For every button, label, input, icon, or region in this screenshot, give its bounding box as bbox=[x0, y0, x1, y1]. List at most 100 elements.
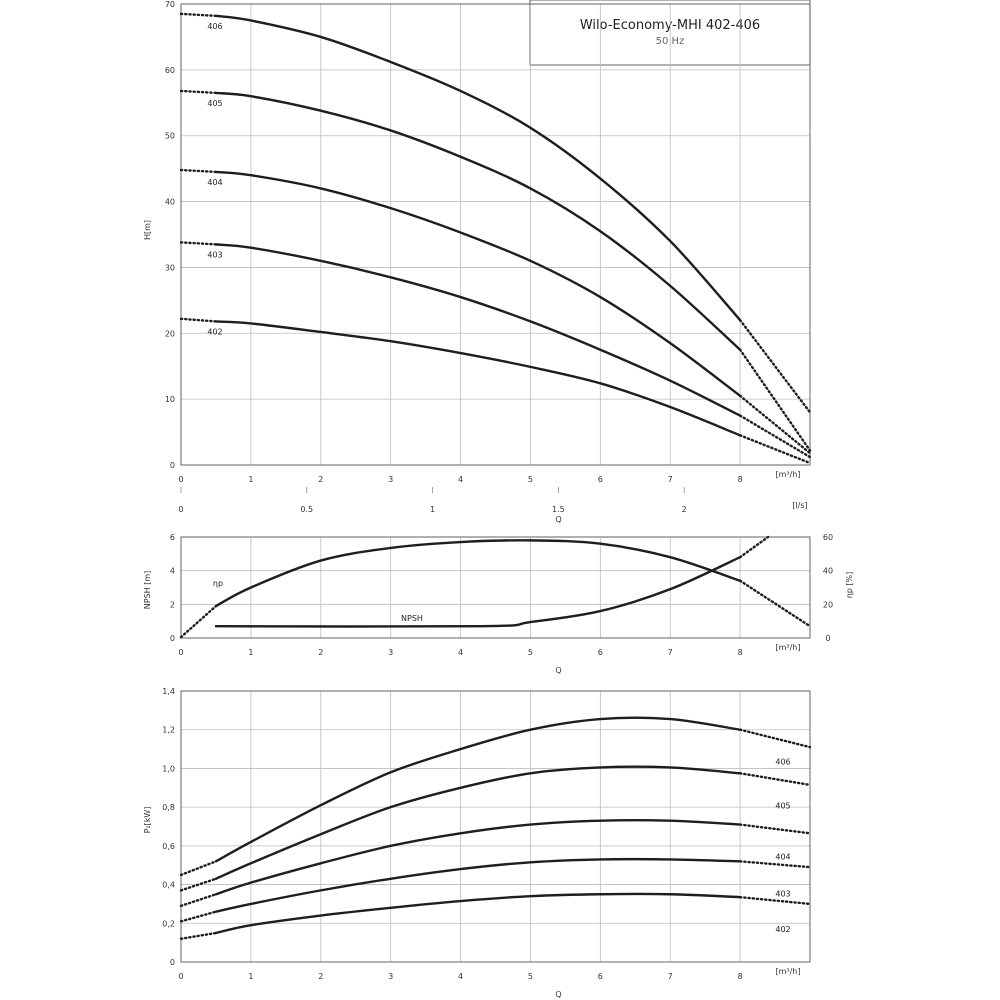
y-tick-label: 10 bbox=[165, 395, 175, 404]
head-chart: 0 1 2 3 4 5 6 7 8 0 10 20 30 40 50 60 70 [m³/h] H[m] Q 0 0.5 1… bbox=[143, 0, 812, 524]
x2-tick-label: 0.5 bbox=[300, 505, 313, 514]
head-series-end-extension-0 bbox=[738, 318, 812, 414]
x-tick-label: 2 bbox=[318, 972, 323, 981]
x-tick-label: 8 bbox=[738, 648, 743, 657]
x-tick-label: 4 bbox=[458, 972, 463, 981]
x-tick-label: 6 bbox=[598, 475, 603, 484]
power-series-label: 403 bbox=[775, 889, 790, 898]
power-series-end-extension-0 bbox=[738, 728, 812, 749]
x2-tick-label: 1.5 bbox=[552, 505, 565, 514]
power-series-label: 402 bbox=[775, 925, 790, 934]
head-series-start-extension-0 bbox=[179, 12, 218, 18]
power-series-label: 405 bbox=[775, 801, 790, 810]
efficiency-line-1 bbox=[214, 539, 742, 608]
head-series-line-4 bbox=[214, 320, 742, 437]
y2-tick-label: 20 bbox=[823, 600, 833, 609]
head-series-end-extension-1 bbox=[738, 348, 812, 452]
y-tick-label: 60 bbox=[165, 66, 175, 75]
head-series-start-extension-3 bbox=[179, 241, 218, 246]
x-axis-label: Q bbox=[555, 515, 561, 524]
power-series-label: 406 bbox=[775, 758, 790, 767]
y-tick-label: 40 bbox=[165, 198, 175, 207]
npsh-line-0 bbox=[214, 556, 742, 628]
head-series-label: 403 bbox=[207, 250, 222, 259]
npsh-series-label: NPSH bbox=[401, 614, 423, 623]
x-tick-label: 6 bbox=[598, 648, 603, 657]
y-tick-label: 4 bbox=[170, 567, 175, 576]
npsh-end-extension-0 bbox=[738, 535, 770, 559]
head-series-label: 406 bbox=[207, 22, 222, 31]
y-tick-label: 0,8 bbox=[162, 803, 175, 812]
power-series-end-extension-4 bbox=[738, 895, 812, 906]
efficiency-end-extension-1 bbox=[738, 579, 812, 628]
x2-tick-label: 0 bbox=[178, 505, 183, 514]
y2-tick-label: 60 bbox=[823, 533, 833, 542]
y2-axis-label: ηp [%] bbox=[845, 572, 854, 599]
power-series-end-extension-3 bbox=[738, 860, 812, 869]
efficiency-start-extension-1 bbox=[179, 604, 218, 639]
head-series-line-1 bbox=[214, 91, 742, 351]
x2-unit-label: [l/s] bbox=[792, 501, 807, 510]
x-tick-label: 3 bbox=[388, 648, 393, 657]
power-series-line-0 bbox=[214, 716, 742, 863]
y-axis-label: H[m] bbox=[143, 220, 152, 240]
plot-frame bbox=[180, 690, 811, 963]
head-series-label: 404 bbox=[207, 178, 222, 187]
x-tick-label: 5 bbox=[528, 972, 533, 981]
x-tick-label: 6 bbox=[598, 972, 603, 981]
x-tick-label: 7 bbox=[668, 972, 673, 981]
y-tick-label: 2 bbox=[170, 600, 175, 609]
head-series-start-extension-4 bbox=[179, 317, 218, 323]
plot-frame bbox=[180, 536, 811, 639]
y-tick-label: 30 bbox=[165, 263, 175, 272]
y-axis-label: NPSH [m] bbox=[143, 571, 152, 609]
y-tick-label: 1,0 bbox=[162, 764, 175, 773]
head-series-line-2 bbox=[214, 170, 742, 398]
head-series-start-extension-1 bbox=[179, 89, 218, 95]
x-axis-label: Q bbox=[555, 990, 561, 999]
x-tick-label: 1 bbox=[248, 648, 253, 657]
x-tick-label: 0 bbox=[178, 475, 183, 484]
head-series-label: 405 bbox=[207, 99, 222, 108]
power-series-start-extension-4 bbox=[179, 931, 218, 940]
x-axis-label: Q bbox=[555, 666, 561, 675]
y-tick-label: 0,4 bbox=[162, 881, 175, 890]
head-series-start-extension-2 bbox=[179, 168, 218, 174]
power-series-line-2 bbox=[214, 819, 742, 896]
y-tick-label: 0,6 bbox=[162, 842, 175, 851]
head-series-end-extension-2 bbox=[738, 394, 812, 455]
x-unit-label: [m³/h] bbox=[775, 967, 800, 976]
y-tick-label: 1,2 bbox=[162, 726, 175, 735]
y-tick-label: 1,4 bbox=[162, 687, 175, 696]
npsh-efficiency-chart: 0 1 2 3 4 5 6 7 8 0 2 4 6 [m³/h] NPSH [m] Q 0 20 40 60 ηp [%… bbox=[143, 533, 854, 675]
x-tick-label: 7 bbox=[668, 648, 673, 657]
y-tick-label: 0,2 bbox=[162, 919, 175, 928]
y-tick-label: 0 bbox=[170, 958, 175, 967]
power-series-label: 404 bbox=[775, 853, 790, 862]
y-tick-label: 6 bbox=[170, 533, 175, 542]
plot-frame bbox=[180, 3, 811, 466]
y-axis-label: P₁[kW] bbox=[143, 807, 152, 834]
x-tick-label: 0 bbox=[178, 972, 183, 981]
y-tick-label: 70 bbox=[165, 0, 175, 9]
power-series-line-4 bbox=[214, 892, 742, 935]
x2-tick-label: 1 bbox=[430, 505, 435, 514]
x-tick-label: 2 bbox=[318, 475, 323, 484]
power-series-start-extension-0 bbox=[179, 860, 218, 877]
x-tick-label: 5 bbox=[528, 475, 533, 484]
x-unit-label: [m³/h] bbox=[775, 643, 800, 652]
x2-tick-label: 2 bbox=[682, 505, 687, 514]
x-tick-label: 0 bbox=[178, 648, 183, 657]
x-tick-label: 3 bbox=[388, 475, 393, 484]
y-tick-label: 50 bbox=[165, 132, 175, 141]
x-tick-label: 1 bbox=[248, 475, 253, 484]
power-series-start-extension-2 bbox=[179, 893, 218, 908]
head-series-end-extension-4 bbox=[738, 434, 812, 465]
power-series-start-extension-3 bbox=[179, 910, 218, 923]
x-tick-label: 5 bbox=[528, 648, 533, 657]
y2-tick-label: 40 bbox=[823, 567, 833, 576]
x-tick-label: 8 bbox=[738, 972, 743, 981]
y-tick-label: 20 bbox=[165, 329, 175, 338]
